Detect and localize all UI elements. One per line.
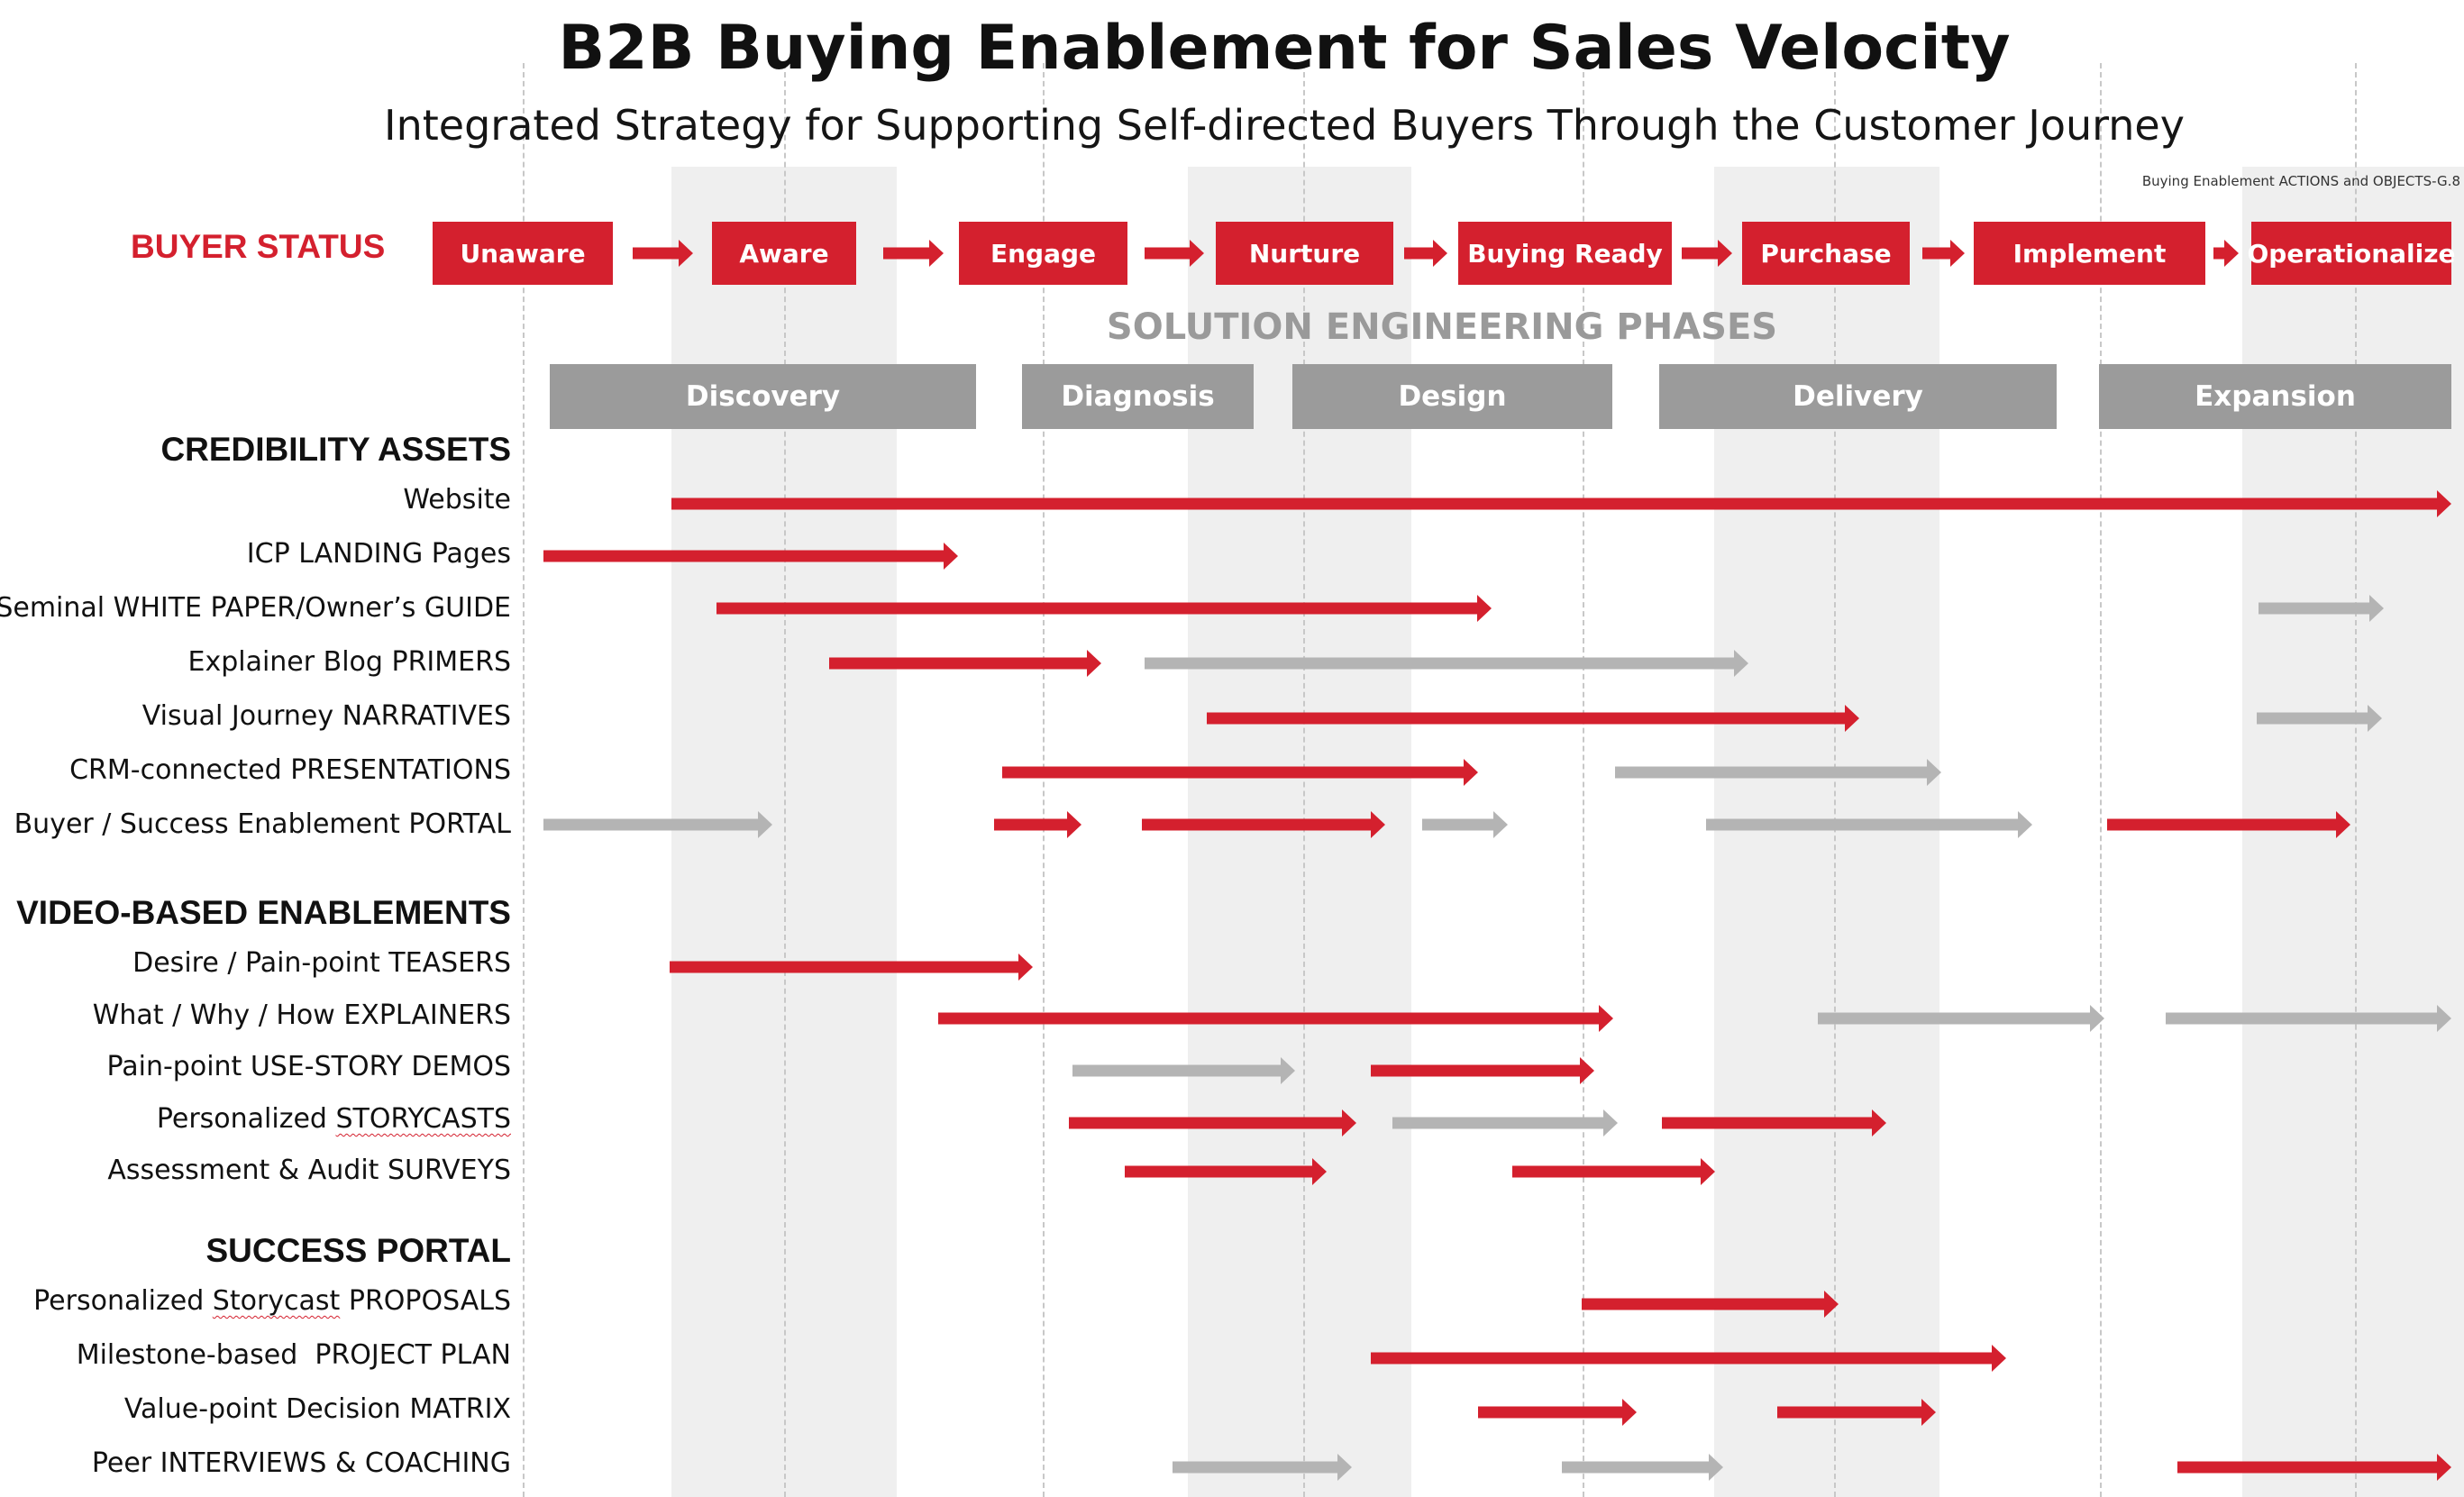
journey-narratives-primary-arrow [1207,705,1859,732]
section-heading-video-enablements: VIDEO-BASED ENABLEMENTS [16,894,511,931]
guide-line [1303,63,1305,1497]
stage-nurture: Nurture [1216,222,1393,285]
row-label-peer-interviews: Peer INTERVIEWS & COACHING [91,1447,511,1479]
white-paper-secondary-arrow [2259,595,2384,622]
guide-line [1583,63,1584,1497]
audit-surveys-primary-arrow [1125,1158,1327,1185]
row-label-storycasts-prefix: Personalized [156,1103,336,1135]
audit-surveys-primary-arrow [1512,1158,1715,1185]
explainers-secondary-arrow [1818,1005,2104,1032]
phase-expansion: Expansion [2099,364,2451,429]
phases-heading: SOLUTION ENGINEERING PHASES [1106,306,1778,348]
stage-implement: Implement [1974,222,2205,285]
phase-design: Design [1292,364,1612,429]
row-label-audit-surveys: Assessment & Audit SURVEYS [107,1155,511,1186]
row-label-pain-point-teasers: Desire / Pain-point TEASERS [132,947,511,979]
enablement-portal-primary-arrow [994,811,1081,838]
decision-matrix-primary-arrow [1478,1399,1637,1426]
blog-primers-secondary-arrow [1145,650,1748,677]
storycasts-secondary-arrow [1392,1109,1618,1136]
stage-buying-ready: Buying Ready [1458,222,1672,285]
enablement-portal-primary-arrow [1142,811,1385,838]
guide-line [523,63,525,1497]
row-label-project-plan: Milestone-based PROJECT PLAN [76,1339,511,1371]
storycasts-primary-arrow [1662,1109,1886,1136]
row-label-decision-matrix: Value-point Decision MATRIX [123,1393,511,1425]
decision-matrix-primary-arrow [1777,1399,1936,1426]
phase-delivery: Delivery [1659,364,2057,429]
page-title: B2B Buying Enablement for Sales Velocity [558,13,2011,84]
stage-connector-arrow [633,240,693,267]
row-label-explainers: What / Why / How EXPLAINERS [92,1000,511,1031]
stage-unaware: Unaware [433,222,613,285]
row-label-icp-landing-pages: ICP LANDING Pages [246,538,511,570]
row-label-white-paper: Seminal WHITE PAPER/Owner’s GUIDE [0,592,511,624]
stage-connector-arrow [2213,240,2239,267]
explainers-secondary-arrow [2166,1005,2451,1032]
project-plan-primary-arrow [1371,1345,2006,1372]
icp-landing-primary-arrow [543,543,958,570]
use-story-demos-secondary-arrow [1072,1057,1295,1084]
document-reference: Buying Enablement ACTIONS and OBJECTS-G.… [2141,173,2460,189]
row-label-blog-primers: Explainer Blog PRIMERS [187,646,511,678]
row-label-storycast-proposals: Personalized Storycast PROPOSALS [33,1285,511,1317]
stage-purchase: Purchase [1742,222,1910,285]
row-label-proposals-suffix: PROPOSALS [340,1285,511,1317]
peer-interviews-secondary-arrow [1173,1454,1352,1481]
row-label-use-story-demos: Pain-point USE-STORY DEMOS [106,1051,512,1082]
pain-point-teasers-primary-arrow [670,954,1033,981]
enablement-portal-secondary-arrow [1706,811,2032,838]
storycast-proposals-primary-arrow [1582,1291,1839,1318]
stage-connector-arrow [1145,240,1204,267]
phase-discovery: Discovery [550,364,976,429]
row-label-website: Website [403,484,511,516]
guide-line [1043,63,1045,1497]
stage-connector-arrow [883,240,944,267]
guide-line [1834,63,1836,1497]
crm-presentations-secondary-arrow [1615,759,1941,786]
peer-interviews-primary-arrow [2177,1454,2451,1481]
buyer-status-label: BUYER STATUS [131,228,386,265]
row-label-enablement-portal: Buyer / Success Enablement PORTAL [14,808,511,840]
enablement-portal-secondary-arrow [1422,811,1508,838]
enablement-portal-secondary-arrow [543,811,772,838]
use-story-demos-primary-arrow [1371,1057,1594,1084]
row-label-journey-narratives: Visual Journey NARRATIVES [141,700,511,732]
row-label-storycasts-marked: STORYCASTS [335,1103,511,1135]
crm-presentations-primary-arrow [1002,759,1478,786]
row-label-proposals-prefix: Personalized [33,1285,213,1317]
storycasts-primary-arrow [1069,1109,1356,1136]
page-subtitle: Integrated Strategy for Supporting Self-… [384,101,2185,150]
white-paper-primary-arrow [716,595,1492,622]
phase-diagnosis: Diagnosis [1022,364,1254,429]
stage-connector-arrow [1922,240,1965,267]
explainers-primary-arrow [938,1005,1613,1032]
row-label-crm-presentations: CRM-connected PRESENTATIONS [69,754,511,786]
stage-aware: Aware [712,222,856,285]
section-heading-credibility-assets: CREDIBILITY ASSETS [160,431,511,468]
guide-line [2355,63,2357,1497]
row-label-storycasts: Personalized STORYCASTS [157,1103,511,1135]
blog-primers-primary-arrow [829,650,1101,677]
stage-connector-arrow [1404,240,1447,267]
guide-line [784,63,786,1497]
stage-engage: Engage [959,222,1127,285]
row-label-proposals-marked: Storycast [212,1285,341,1317]
guide-line [2100,63,2102,1497]
website-primary-arrow [671,490,2451,517]
peer-interviews-secondary-arrow [1562,1454,1723,1481]
journey-narratives-secondary-arrow [2257,705,2382,732]
enablement-portal-primary-arrow [2107,811,2350,838]
stage-connector-arrow [1682,240,1732,267]
stage-operationalize: Operationalize [2247,222,2456,285]
section-heading-success-portal: SUCCESS PORTAL [205,1232,511,1269]
